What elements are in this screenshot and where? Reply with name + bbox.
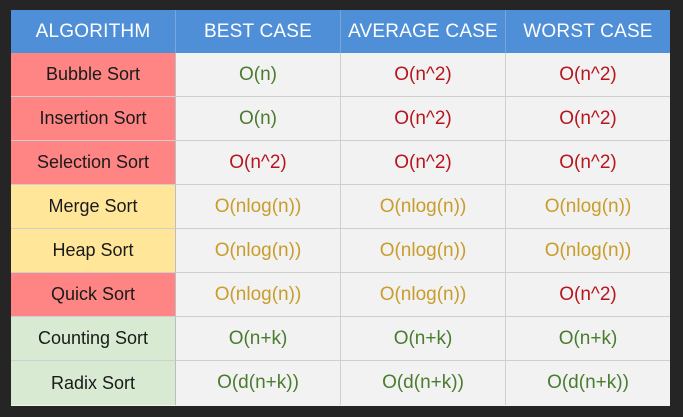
algorithm-name-cell: Bubble Sort (11, 53, 176, 97)
best-case-cell: O(nlog(n)) (176, 185, 341, 229)
best-case-cell: O(n^2) (176, 141, 341, 185)
best-case-cell: O(n) (176, 97, 341, 141)
algorithm-name-cell: Counting Sort (11, 317, 176, 361)
best-case-cell: O(n) (176, 53, 341, 97)
average-case-cell: O(nlog(n)) (341, 185, 506, 229)
worst-case-cell: O(n^2) (506, 97, 670, 141)
sorting-complexity-table: ALGORITHM BEST CASE AVERAGE CASE WORST CASE… (11, 10, 670, 406)
algorithm-name-cell: Quick Sort (11, 273, 176, 317)
column-header: WORST CASE (506, 10, 670, 53)
column-header: AVERAGE CASE (341, 10, 506, 53)
column-header: BEST CASE (176, 10, 341, 53)
worst-case-cell: O(n^2) (506, 273, 670, 317)
worst-case-cell: O(nlog(n)) (506, 185, 670, 229)
average-case-cell: O(n^2) (341, 141, 506, 185)
best-case-cell: O(n+k) (176, 317, 341, 361)
algorithm-name-cell: Merge Sort (11, 185, 176, 229)
best-case-cell: O(nlog(n)) (176, 229, 341, 273)
average-case-cell: O(d(n+k)) (341, 361, 506, 405)
algorithm-name-cell: Radix Sort (11, 361, 176, 405)
algorithm-name-cell: Selection Sort (11, 141, 176, 185)
worst-case-cell: O(n+k) (506, 317, 670, 361)
algorithm-name-cell: Insertion Sort (11, 97, 176, 141)
worst-case-cell: O(nlog(n)) (506, 229, 670, 273)
worst-case-cell: O(d(n+k)) (506, 361, 670, 405)
best-case-cell: O(d(n+k)) (176, 361, 341, 405)
average-case-cell: O(n+k) (341, 317, 506, 361)
average-case-cell: O(nlog(n)) (341, 229, 506, 273)
average-case-cell: O(n^2) (341, 97, 506, 141)
average-case-cell: O(n^2) (341, 53, 506, 97)
algorithm-name-cell: Heap Sort (11, 229, 176, 273)
average-case-cell: O(nlog(n)) (341, 273, 506, 317)
worst-case-cell: O(n^2) (506, 53, 670, 97)
worst-case-cell: O(n^2) (506, 141, 670, 185)
column-header: ALGORITHM (11, 10, 176, 53)
best-case-cell: O(nlog(n)) (176, 273, 341, 317)
